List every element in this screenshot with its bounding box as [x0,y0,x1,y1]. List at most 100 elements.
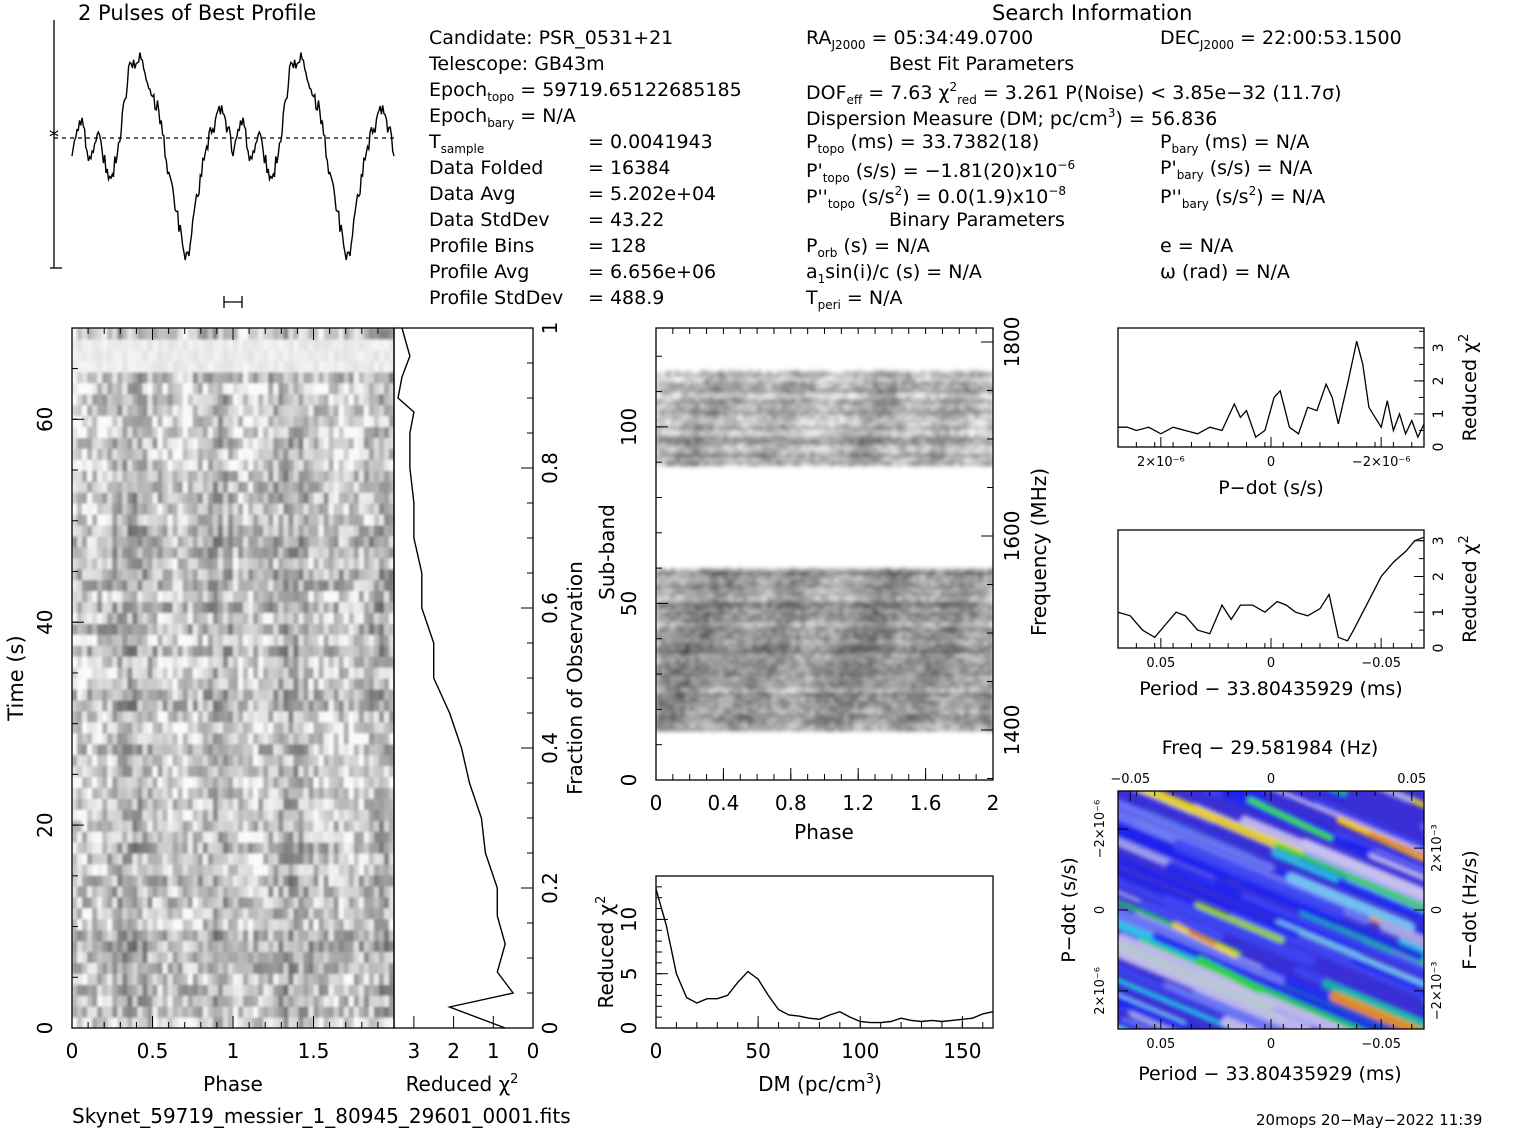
heatmap-cell [212,470,219,482]
heatmap-cell [303,710,310,723]
heatmap-cell [142,1017,149,1028]
heatmap-cell [383,371,390,384]
heatmap-cell [795,570,802,574]
heatmap-cell [333,820,340,832]
heatmap-cell [959,575,965,579]
heatmap-cell [177,612,184,624]
heatmap-cell [258,842,264,854]
heatmap-cell [147,404,154,417]
heatmap-cell [82,787,88,799]
heatmap-cell [207,754,214,767]
heatmap-cell [713,588,720,592]
heatmap-cell [288,601,294,613]
heatmap-cell [137,787,144,799]
heatmap-cell [263,579,269,592]
heatmap-cell [273,885,279,898]
heatmap-cell [172,393,179,406]
heatmap-cell [182,940,189,953]
heatmap-cell [872,583,879,587]
heatmap-cell [353,568,360,581]
heatmap-cell [112,842,118,854]
heatmap-cell [162,612,169,624]
heatmap-cell [383,798,390,810]
heatmap-cell [368,437,375,449]
heatmap-cell [949,573,956,577]
heatmap-cell [268,842,274,854]
heatmap-cell [192,415,199,428]
heatmap-cell [187,338,194,351]
heatmap-cell [343,842,350,854]
heatmap-cell [383,842,390,854]
heatmap-cell [112,721,118,734]
heatmap-cell [283,349,289,362]
heatmap-cell [665,598,672,602]
heatmap-cell [112,349,118,362]
heatmap-cell [848,575,854,579]
heatmap-cell [308,426,315,438]
heatmap-cell [137,568,144,581]
heatmap-cell [162,393,169,406]
heatmap-cell [388,459,394,471]
heatmap-cell [843,568,850,572]
heatmap-cell [248,710,254,723]
heatmap-cell [348,940,355,953]
heatmap-cell [283,448,289,460]
heatmap-cell [313,481,320,493]
heatmap-cell [117,426,123,438]
heatmap-cell [728,585,734,590]
heatmap-cell [867,596,874,600]
heatmap-cell [197,842,204,854]
heatmap-cell [795,588,802,592]
heatmap-cell [273,656,279,668]
heatmap-cell [810,593,816,597]
heatmap-cell [147,907,154,920]
heatmap-cell [117,623,123,635]
heatmap-cell [157,754,164,767]
heatmap-cell [378,579,385,592]
heatmap-cell [207,699,214,712]
heatmap-cell [323,940,330,953]
heatmap-cell [72,470,78,482]
heatmap-cell [82,601,88,613]
heatmap-cell [253,842,259,854]
heatmap-cell [217,415,224,428]
heatmap-cell [172,951,179,963]
heatmap-cell [363,688,370,701]
heatmap-cell [248,557,254,570]
heatmap-cell [776,580,782,584]
heatmap-cell [238,338,244,351]
heatmap-cell [298,820,305,832]
heatmap-cell [273,328,279,340]
heatmap-cell [338,853,345,865]
heatmap-cell [737,585,744,590]
heatmap-cell [303,601,310,613]
heatmap-cell [383,568,390,581]
heatmap-cell [298,995,305,1007]
heatmap-cell [207,415,214,428]
heatmap-cell [222,371,229,384]
heatmap-cell [293,579,300,592]
heatmap-cell [212,853,219,865]
heatmap-cell [258,338,264,351]
heatmap-cell [207,940,214,953]
heatmap-cell [665,596,672,600]
heatmap-cell [162,678,169,690]
heatmap-cell [263,590,269,603]
heatmap-cell [328,557,335,570]
heatmap-cell [97,634,103,646]
heatmap-cell [92,656,98,668]
heatmap-cell [127,743,133,756]
heatmap-cell [313,973,320,985]
heatmap-cell [368,481,375,493]
porb-line: Porb (s) = N/A [806,235,930,260]
heatmap-cell [373,831,380,843]
heatmap-cell [363,940,370,953]
heatmap-cell [283,393,289,406]
heatmap-cell [258,678,264,690]
heatmap-cell [72,951,78,963]
heatmap-cell [343,885,350,898]
heatmap-cell [333,360,340,373]
heatmap-cell [253,831,259,843]
heatmap-cell [388,863,394,876]
heatmap-cell [268,776,274,788]
